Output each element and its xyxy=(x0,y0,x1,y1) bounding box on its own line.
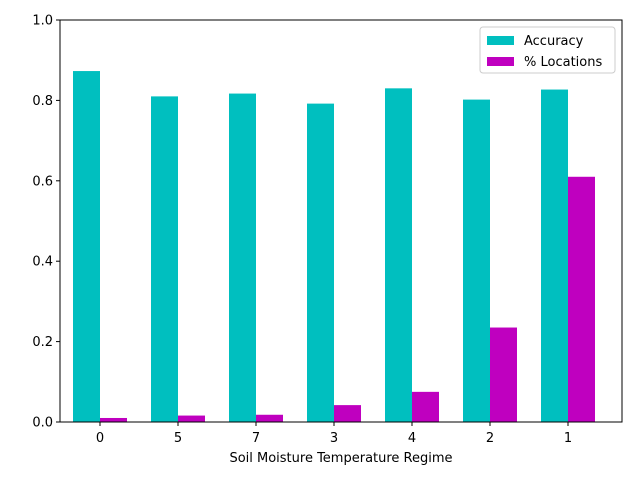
x-tick-label: 7 xyxy=(252,431,260,446)
y-tick-label: 1.0 xyxy=(32,14,53,29)
y-tick-label: 0.8 xyxy=(32,94,53,109)
bar-locations-2 xyxy=(490,327,517,422)
y-tick-label: 0.4 xyxy=(32,255,53,270)
bars-group xyxy=(73,71,595,423)
legend-swatch xyxy=(487,57,514,66)
y-tick-label: 0.6 xyxy=(32,174,53,189)
x-tick-label: 0 xyxy=(96,431,104,446)
x-tick-label: 4 xyxy=(408,431,416,446)
plot-frame xyxy=(59,19,623,423)
bar-locations-1 xyxy=(568,176,595,422)
legend-label: % Locations xyxy=(524,55,602,70)
bar-locations-5 xyxy=(178,415,205,422)
bar-accuracy-7 xyxy=(229,93,256,422)
bar-accuracy-5 xyxy=(151,96,178,422)
x-tick-label: 3 xyxy=(330,431,338,446)
bar-accuracy-4 xyxy=(385,88,412,422)
bar-locations-7 xyxy=(256,414,283,422)
x-axis-label: Soil Moisture Temperature Regime xyxy=(229,451,452,466)
bar-accuracy-2 xyxy=(463,99,490,422)
y-tick-label: 0.0 xyxy=(32,416,53,431)
bar-locations-4 xyxy=(412,391,439,422)
x-tick-label: 2 xyxy=(486,431,494,446)
y-axis: 0.0 0.2 0.4 0.6 0.8 1.0 xyxy=(32,14,60,431)
bar-locations-0 xyxy=(100,417,127,422)
legend-swatch xyxy=(487,36,514,45)
bar-locations-3 xyxy=(334,405,361,422)
y-tick-label: 0.2 xyxy=(32,335,53,350)
legend: Accuracy % Locations xyxy=(479,26,616,74)
x-tick-label: 5 xyxy=(174,431,182,446)
bar-accuracy-3 xyxy=(307,103,334,422)
x-axis: 0 5 7 3 4 2 1 xyxy=(96,422,572,446)
x-tick-label: 1 xyxy=(564,431,572,446)
bar-accuracy-0 xyxy=(73,71,100,422)
bar-accuracy-1 xyxy=(541,89,568,423)
legend-label: Accuracy xyxy=(524,34,584,49)
